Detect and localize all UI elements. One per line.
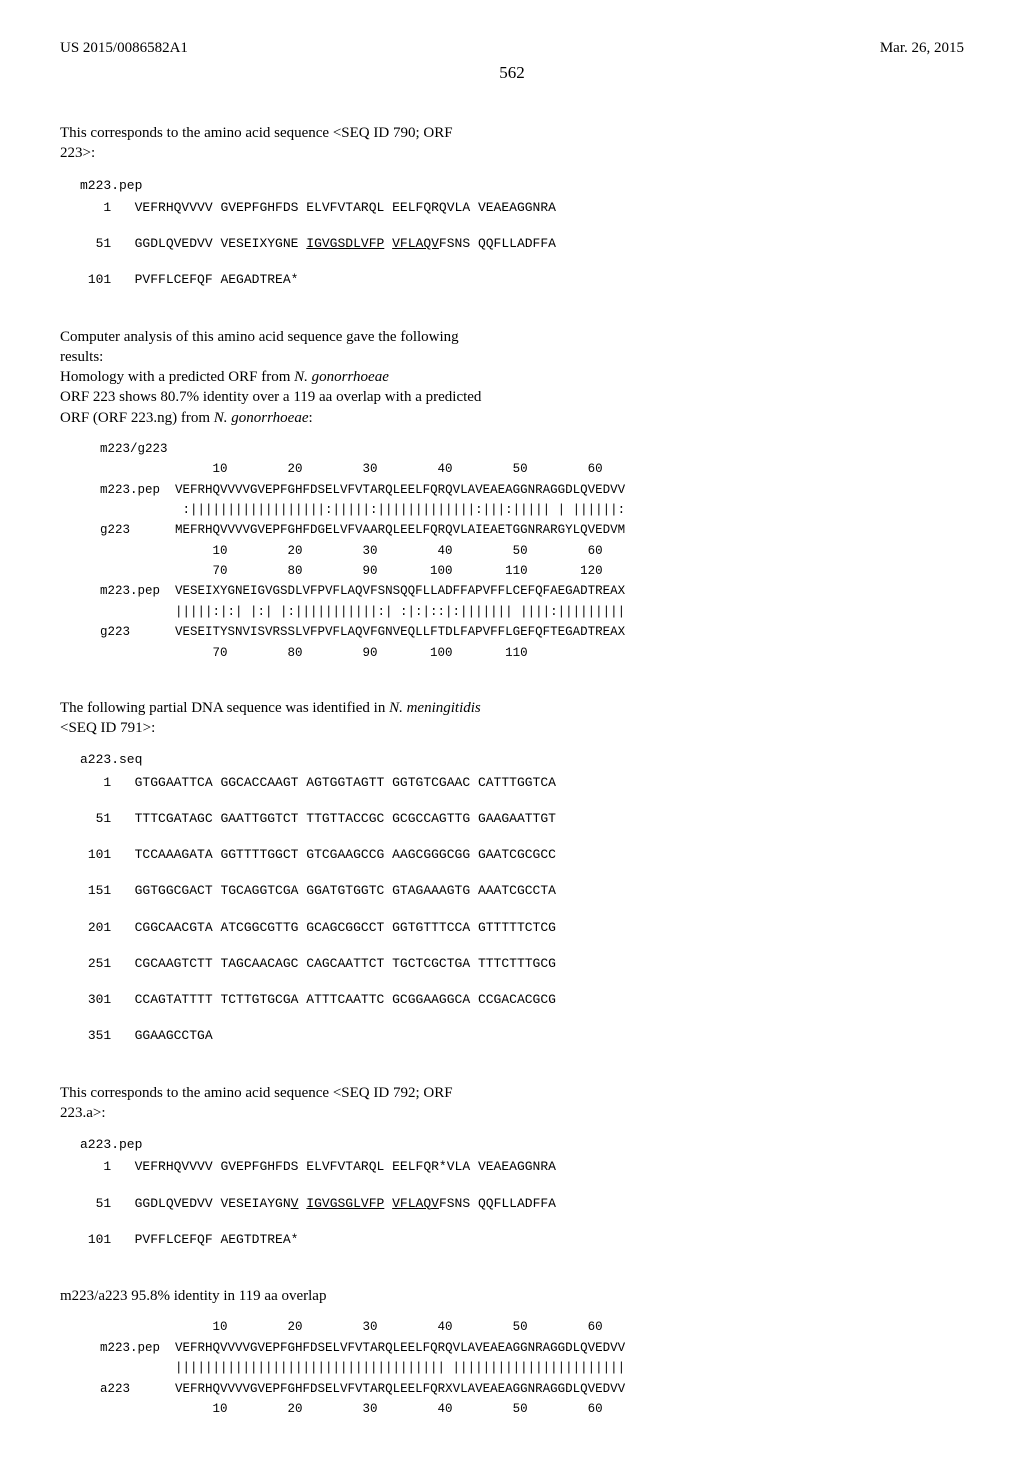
dna-paragraph: The following partial DNA sequence was i… xyxy=(60,698,490,739)
a223-pep-label: a223.pep xyxy=(80,1137,964,1153)
alignment2-ruler1: 10 20 30 40 50 60 xyxy=(100,1320,964,1334)
alignment1-row1: m223.pep VEFRHQVVVVGVEPFGHFDSELVFVTARQLE… xyxy=(100,483,964,497)
pub-number: US 2015/0086582A1 xyxy=(60,40,188,57)
analysis-line1: Computer analysis of this amino acid seq… xyxy=(60,329,459,365)
intro-text: This corresponds to the amino acid seque… xyxy=(60,125,453,161)
a223-seq-row-7: 301 CCAGTATTTT TCTTGTGCGA ATTTCAATTC GCG… xyxy=(80,992,964,1008)
m223-pep-row-1: 1 VEFRHQVVVV GVEPFGHFDS ELVFVTARQL EELFQ… xyxy=(80,200,964,216)
alignment1-ruler1: 10 20 30 40 50 60 xyxy=(100,462,964,476)
alignment1-match1: :||||||||||||||||||:|||||:|||||||||||||:… xyxy=(100,503,964,517)
intro-paragraph-1: This corresponds to the amino acid seque… xyxy=(60,123,490,164)
a223-seq-row-6: 251 CGCAAGTCTT TAGCAACAGC CAGCAATTCT TGC… xyxy=(80,956,964,972)
a223-seq-row-2: 51 TTTCGATAGC GAATTGGTCT TTGTTACCGC GCGC… xyxy=(80,811,964,827)
aa-paragraph: This corresponds to the amino acid seque… xyxy=(60,1083,490,1124)
a223-pep-row-2: 51 GGDLQVEDVV VESEIAYGNV IGVGSGLVFP VFLA… xyxy=(80,1196,964,1212)
analysis-organism: N. gonorrhoeae xyxy=(294,369,389,385)
a223-seq-row-1: 1 GTGGAATTCA GGCACCAAGT AGTGGTAGTT GGTGT… xyxy=(80,775,964,791)
alignment1-ruler3: 70 80 90 100 110 120 xyxy=(100,564,964,578)
alignment2-ruler2: 10 20 30 40 50 60 xyxy=(100,1402,964,1416)
analysis-paragraph: Computer analysis of this amino acid seq… xyxy=(60,327,490,428)
m223-pep-label: m223.pep xyxy=(80,178,964,194)
a223-seq-row-3: 101 TCCAAAGATA GGTTTTGGCT GTCGAAGCCG AAG… xyxy=(80,847,964,863)
identity-paragraph: m223/a223 95.8% identity in 119 aa overl… xyxy=(60,1286,490,1306)
a223-pep-row-3: 101 PVFFLCEFQF AEGTDTREA* xyxy=(80,1232,964,1248)
m223-pep-row-2: 51 GGDLQVEDVV VESEIXYGNE IGVGSDLVFP VFLA… xyxy=(80,236,964,252)
alignment2-match1: |||||||||||||||||||||||||||||||||||| |||… xyxy=(100,1361,964,1375)
a223-seq-row-4: 151 GGTGGCGACT TGCAGGTCGA GGATGTGGTC GTA… xyxy=(80,883,964,899)
a223-seq-label: a223.seq xyxy=(80,752,964,768)
a223-seq-row-5: 201 CGGCAACGTA ATCGGCGTTG GCAGCGGCCT GGT… xyxy=(80,920,964,936)
alignment1-title: m223/g223 xyxy=(100,442,964,456)
m223-pep-row-3: 101 PVFFLCEFQF AEGADTREA* xyxy=(80,272,964,288)
alignment1-row3: m223.pep VESEIXYGNEIGVGSDLVFPVFLAQVFSNSQ… xyxy=(100,584,964,598)
a223-pep-row-1: 1 VEFRHQVVVV GVEPFGHFDS ELVFVTARQL EELFQ… xyxy=(80,1159,964,1175)
alignment1-ruler4: 70 80 90 100 110 xyxy=(100,646,964,660)
page-number: 562 xyxy=(60,63,964,83)
page-header: US 2015/0086582A1 Mar. 26, 2015 xyxy=(60,40,964,57)
alignment2-row2: a223 VEFRHQVVVVGVEPFGHFDSELVFVTARQLEELFQ… xyxy=(100,1382,964,1396)
analysis-line2a: Homology with a predicted ORF from xyxy=(60,369,294,385)
alignment1-row4: g223 VESEITYSNVISVRSSLVFPVFLAQVFGNVEQLLF… xyxy=(100,625,964,639)
analysis-organism2: N. gonorrhoeae xyxy=(214,410,309,426)
alignment2-row1: m223.pep VEFRHQVVVVGVEPFGHFDSELVFVTARQLE… xyxy=(100,1341,964,1355)
alignment1-match2: |||||:|:| |:| |:|||||||||||:| :|:|::|:||… xyxy=(100,605,964,619)
alignment1-row2: g223 MEFRHQVVVVGVEPFGHFDGELVFVAARQLEELFQ… xyxy=(100,523,964,537)
pub-date: Mar. 26, 2015 xyxy=(880,40,964,57)
alignment1-ruler2: 10 20 30 40 50 60 xyxy=(100,544,964,558)
a223-seq-row-8: 351 GGAAGCCTGA xyxy=(80,1028,964,1044)
